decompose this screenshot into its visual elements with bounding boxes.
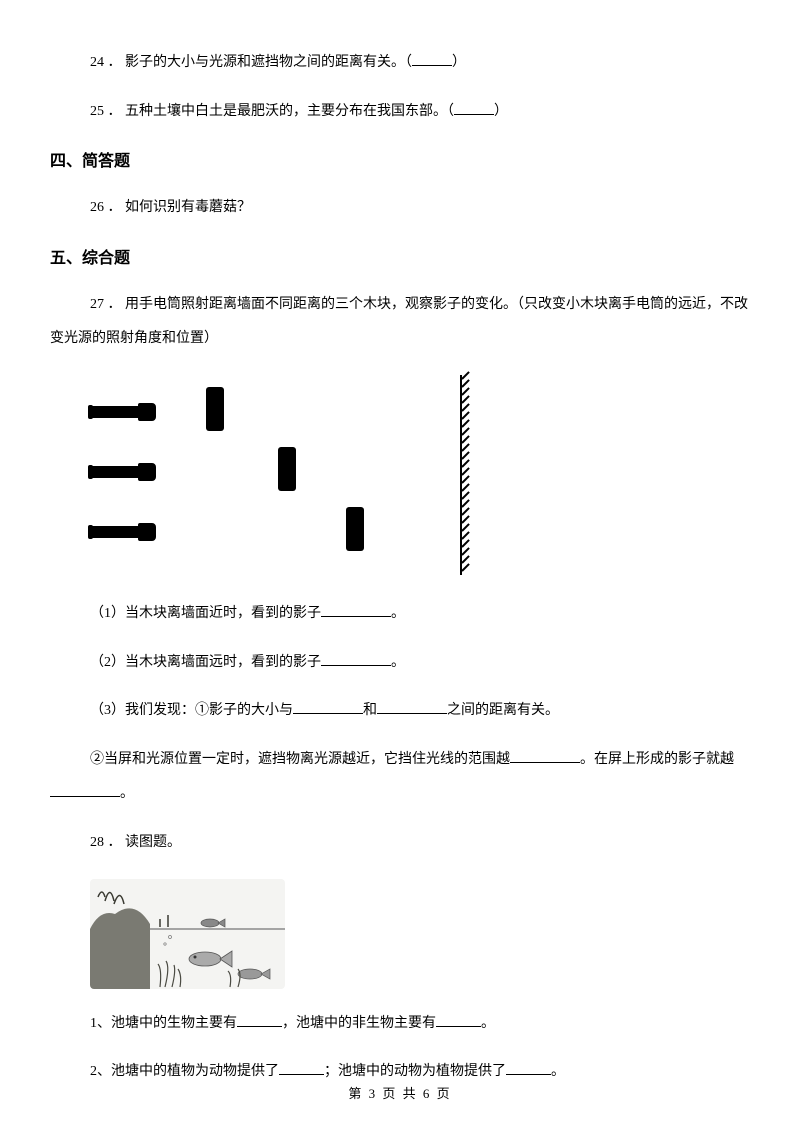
q27-sub4-line2: 。 bbox=[50, 781, 750, 808]
q27-sub3: （3）我们发现：①影子的大小与 和 之间的距离有关。 bbox=[50, 698, 750, 725]
q27-sub2-blank bbox=[321, 652, 391, 666]
q25-number: 25 ． bbox=[90, 104, 122, 119]
question-27: 27 ． 用手电筒照射距离墙面不同距离的三个木块，观察影子的变化。（只改变小木块… bbox=[50, 292, 750, 319]
section-4-title: 四、简答题 bbox=[50, 147, 750, 171]
q27-text-a: 用手电筒照射距离墙面不同距离的三个木块，观察影子的变化。（只改变小木块离手电筒的… bbox=[125, 297, 748, 312]
q28-sub2-a: 2、池塘中的植物为动物提供了 bbox=[90, 1064, 279, 1079]
section-5-title: 五、综合题 bbox=[50, 244, 750, 268]
flashlight-icon bbox=[90, 401, 158, 423]
q27-sub2-tail: 。 bbox=[391, 655, 405, 670]
q27-text-b: 变光源的照射角度和位置） bbox=[50, 326, 750, 353]
q27-sub3-b: 之间的距离有关。 bbox=[447, 703, 559, 718]
q28-sub2-blank2 bbox=[506, 1061, 551, 1075]
q27-sub1-label: （1）当木块离墙面近时，看到的影子 bbox=[90, 606, 321, 621]
q26-number: 26 ． bbox=[90, 200, 122, 215]
flashlight-icon bbox=[90, 521, 158, 543]
q27-sub1-tail: 。 bbox=[391, 606, 405, 621]
wood-block bbox=[206, 387, 224, 431]
q27-sub4-a: ②当屏和光源位置一定时，遮挡物离光源越近，它挡住光线的范围越 bbox=[90, 752, 510, 767]
q27-sub3-blank2 bbox=[377, 700, 447, 714]
question-25: 25 ． 五种土壤中白土是最肥沃的，主要分布在我国东部。（ ） bbox=[50, 99, 750, 126]
pond-image bbox=[90, 879, 285, 989]
q28-sub1: 1、池塘中的生物主要有 ，池塘中的非生物主要有 。 bbox=[50, 1011, 750, 1038]
q28-sub1-c: 。 bbox=[481, 1016, 495, 1031]
q28-sub1-blank1 bbox=[237, 1013, 282, 1027]
q28-sub1-blank2 bbox=[436, 1013, 481, 1027]
q24-blank bbox=[412, 54, 452, 66]
q28-sub2-c: 。 bbox=[551, 1064, 565, 1079]
flashlight-icon bbox=[90, 461, 158, 483]
q28-sub2-b: ；池塘中的动物为植物提供了 bbox=[324, 1064, 506, 1079]
q28-sub1-b: ，池塘中的非生物主要有 bbox=[282, 1016, 436, 1031]
q27-number: 27 ． bbox=[90, 297, 122, 312]
q28-sub2: 2、池塘中的植物为动物提供了 ；池塘中的动物为植物提供了 。 bbox=[50, 1059, 750, 1086]
q27-sub3-mid: 和 bbox=[363, 703, 377, 718]
q27-sub2-label: （2）当木块离墙面远时，看到的影子 bbox=[90, 655, 321, 670]
q28-sub2-blank1 bbox=[279, 1061, 324, 1075]
question-24: 24 ． 影子的大小与光源和遮挡物之间的距离有关。（ ） bbox=[50, 50, 750, 77]
q24-text: 影子的大小与光源和遮挡物之间的距离有关。（ bbox=[125, 55, 412, 70]
q27-sub3-blank1 bbox=[293, 700, 363, 714]
q25-blank bbox=[454, 103, 494, 115]
q28-number: 28 ． bbox=[90, 835, 122, 850]
q27-sub4-blank1 bbox=[510, 749, 580, 763]
q27-sub1: （1）当木块离墙面近时，看到的影子 。 bbox=[50, 601, 750, 628]
q27-sub4-b: 。在屏上形成的影子就越 bbox=[580, 752, 734, 767]
page-footer: 第 3 页 共 6 页 bbox=[0, 1083, 800, 1102]
q26-text: 如何识别有毒蘑菇？ bbox=[125, 200, 251, 215]
question-28: 28 ． 读图题。 bbox=[50, 830, 750, 857]
q25-close: ） bbox=[494, 104, 508, 119]
q27-sub4-blank2 bbox=[50, 783, 120, 797]
q27-sub3-a: （3）我们发现：①影子的大小与 bbox=[90, 703, 293, 718]
wood-block bbox=[278, 447, 296, 491]
flashlight-diagram bbox=[90, 375, 490, 575]
q27-sub2: （2）当木块离墙面远时，看到的影子 。 bbox=[50, 650, 750, 677]
question-26: 26 ． 如何识别有毒蘑菇？ bbox=[50, 195, 750, 222]
q28-sub1-a: 1、池塘中的生物主要有 bbox=[90, 1016, 237, 1031]
q24-close: ） bbox=[452, 55, 466, 70]
q25-text: 五种土壤中白土是最肥沃的，主要分布在我国东部。（ bbox=[125, 104, 454, 119]
q27-sub4: ②当屏和光源位置一定时，遮挡物离光源越近，它挡住光线的范围越 。在屏上形成的影子就… bbox=[50, 747, 750, 774]
wall bbox=[460, 375, 474, 575]
wood-block bbox=[346, 507, 364, 551]
q28-text: 读图题。 bbox=[125, 835, 181, 850]
q27-sub4-c: 。 bbox=[120, 786, 134, 801]
q27-sub1-blank bbox=[321, 603, 391, 617]
q24-number: 24 ． bbox=[90, 55, 122, 70]
